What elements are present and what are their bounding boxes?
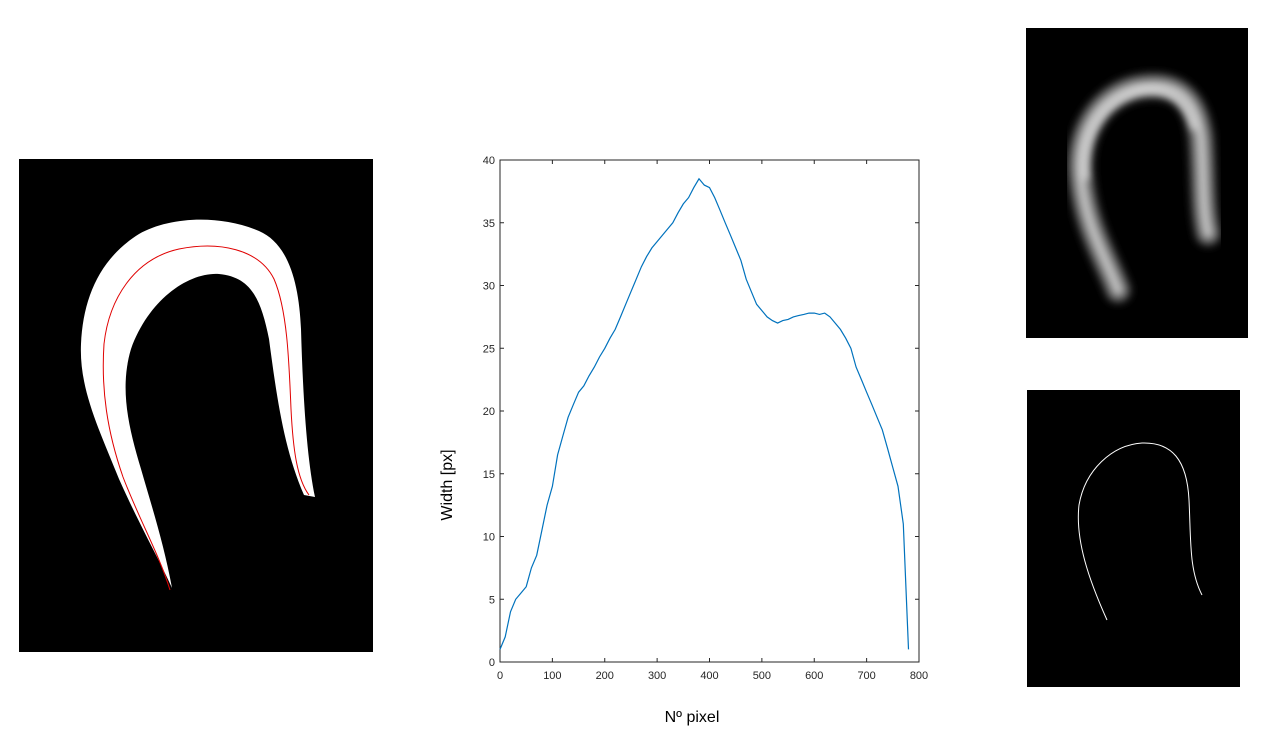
y-tick-label: 35 — [483, 218, 495, 230]
x-tick-label: 700 — [857, 670, 875, 682]
series-line — [499, 177, 910, 650]
x-tick-label: 400 — [700, 670, 718, 682]
x-tick-label: 500 — [753, 670, 771, 682]
width-profile-chart: 0 100 200 300 400 500 600 700 800 0 5 10 15 20 25 30 35… — [439, 155, 928, 726]
centerline — [102, 245, 310, 591]
x-tick-label: 300 — [648, 670, 666, 682]
y-tick-label: 10 — [483, 532, 495, 544]
y-axis-ticks: 0 5 10 15 20 25 30 35 40 — [483, 155, 919, 669]
distance-transform-image — [1026, 28, 1248, 338]
y-axis-label: Width [px] — [439, 449, 456, 520]
distance-map-drawing — [1067, 73, 1221, 303]
x-axis-ticks: 0 100 200 300 400 500 600 700 800 — [497, 160, 928, 682]
x-tick-label: 600 — [805, 670, 823, 682]
y-tick-label: 5 — [489, 594, 495, 606]
y-tick-label: 40 — [483, 155, 495, 167]
x-tick-label: 100 — [543, 670, 561, 682]
x-axis-label: Nº pixel — [665, 709, 720, 726]
y-tick-label: 15 — [483, 469, 495, 481]
y-tick-label: 0 — [489, 657, 495, 669]
y-tick-label: 30 — [483, 281, 495, 293]
worm-mask — [80, 219, 315, 588]
y-tick-label: 20 — [483, 406, 495, 418]
skeleton-drawing — [1077, 442, 1203, 621]
y-tick-label: 25 — [483, 343, 495, 355]
mask-with-centerline-drawing — [80, 219, 315, 591]
skeleton-image — [1027, 390, 1240, 687]
plot-area — [499, 159, 920, 663]
x-tick-label: 800 — [910, 670, 928, 682]
binary-mask-image — [19, 159, 373, 652]
x-tick-label: 0 — [497, 670, 503, 682]
x-tick-label: 200 — [596, 670, 614, 682]
